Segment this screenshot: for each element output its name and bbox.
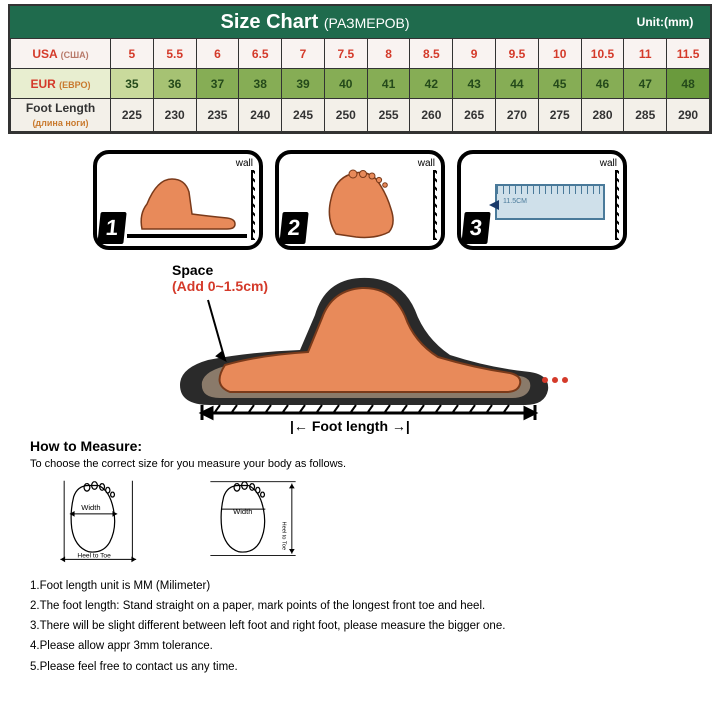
cell: 245 bbox=[282, 99, 325, 132]
cell: 8 bbox=[367, 39, 410, 69]
title-unit: Unit:(mm) bbox=[620, 15, 710, 29]
cell: 42 bbox=[410, 69, 453, 99]
svg-text:Width: Width bbox=[233, 507, 252, 516]
size-chart-table: Size Chart (РАЗМЕРОВ) Unit:(mm) USA (США… bbox=[8, 4, 712, 134]
cell: 225 bbox=[111, 99, 154, 132]
wall-line bbox=[615, 170, 619, 240]
space-label-a: Space bbox=[172, 262, 213, 278]
howto-notes: 1.Foot length unit is MM (Milimeter)2.Th… bbox=[30, 576, 710, 677]
cell: 43 bbox=[453, 69, 496, 99]
foot-outline-width: Width Heel to Toe bbox=[48, 476, 158, 566]
step-number-icon: 2 bbox=[279, 212, 308, 244]
table-row-fl: Foot Length (длина ноги)2252302352402452… bbox=[11, 99, 710, 132]
note-item: 3.There will be slight different between… bbox=[30, 616, 710, 636]
ruler-icon: 11.5CM bbox=[495, 184, 605, 220]
step-number-icon: 3 bbox=[461, 212, 490, 244]
cell: 10.5 bbox=[581, 39, 624, 69]
step-3: 3 wall 11.5CM bbox=[457, 150, 627, 250]
cell: 11.5 bbox=[667, 39, 710, 69]
cell: 38 bbox=[239, 69, 282, 99]
cell: 10 bbox=[538, 39, 581, 69]
wall-label: wall bbox=[600, 158, 617, 169]
cell: 40 bbox=[324, 69, 367, 99]
cell: 41 bbox=[367, 69, 410, 99]
cell: 5.5 bbox=[153, 39, 196, 69]
wall-label: wall bbox=[236, 158, 253, 169]
cell: 255 bbox=[367, 99, 410, 132]
title-sub: (РАЗМЕРОВ) bbox=[324, 15, 410, 31]
cell: 9.5 bbox=[496, 39, 539, 69]
table-title: Size Chart (РАЗМЕРОВ) bbox=[10, 11, 620, 34]
step-1: 1 wall bbox=[93, 150, 263, 250]
cell: 39 bbox=[282, 69, 325, 99]
howto-intro: To choose the correct size for you measu… bbox=[30, 458, 710, 470]
cell: 7.5 bbox=[324, 39, 367, 69]
cell: 9 bbox=[453, 39, 496, 69]
svg-text:Heel to Toe: Heel to Toe bbox=[280, 521, 286, 550]
cell: 11 bbox=[624, 39, 667, 69]
row-label-eur: EUR (ЕВРО) bbox=[11, 69, 111, 99]
wall-line bbox=[251, 170, 255, 240]
step-number-icon: 1 bbox=[97, 212, 126, 244]
note-item: 2.The foot length: Stand straight on a p… bbox=[30, 596, 710, 616]
cell: 265 bbox=[453, 99, 496, 132]
side-foot-icon bbox=[137, 174, 237, 234]
cell: 5 bbox=[111, 39, 154, 69]
cell: 45 bbox=[538, 69, 581, 99]
cell: 275 bbox=[538, 99, 581, 132]
size-table: USA (США)55.566.577.588.599.51010.51111.… bbox=[10, 38, 710, 132]
cell: 240 bbox=[239, 99, 282, 132]
cell: 37 bbox=[196, 69, 239, 99]
space-label-b: (Add 0~1.5cm) bbox=[172, 278, 268, 294]
howto-heading: How to Measure: bbox=[30, 438, 710, 454]
how-to-measure: How to Measure: To choose the correct si… bbox=[30, 438, 710, 677]
cell: 36 bbox=[153, 69, 196, 99]
cell: 260 bbox=[410, 99, 453, 132]
cell: 47 bbox=[624, 69, 667, 99]
cell: 48 bbox=[667, 69, 710, 99]
note-item: 4.Please allow appr 3mm tolerance. bbox=[30, 636, 710, 656]
cell: 270 bbox=[496, 99, 539, 132]
cell: 44 bbox=[496, 69, 539, 99]
cell: 7 bbox=[282, 39, 325, 69]
cell: 285 bbox=[624, 99, 667, 132]
space-label: Space (Add 0~1.5cm) bbox=[172, 262, 268, 294]
table-title-row: Size Chart (РАЗМЕРОВ) Unit:(mm) bbox=[10, 6, 710, 38]
table-row-eur: EUR (ЕВРО)3536373839404142434445464748 bbox=[11, 69, 710, 99]
step-2: 2 wall bbox=[275, 150, 445, 250]
row-label-fl: Foot Length (длина ноги) bbox=[11, 99, 111, 132]
cell: 6 bbox=[196, 39, 239, 69]
foot-length-label: |← Foot length →| bbox=[290, 418, 410, 434]
row-label-usa: USA (США) bbox=[11, 39, 111, 69]
cell: 46 bbox=[581, 69, 624, 99]
cell: 6.5 bbox=[239, 39, 282, 69]
cell: 8.5 bbox=[410, 39, 453, 69]
cell: 250 bbox=[324, 99, 367, 132]
note-item: 1.Foot length unit is MM (Milimeter) bbox=[30, 576, 710, 596]
note-item: 5.Please feel free to contact us any tim… bbox=[30, 657, 710, 677]
svg-text:Width: Width bbox=[81, 503, 100, 512]
top-foot-icon bbox=[321, 164, 421, 239]
svg-text:Heel to Toe: Heel to Toe bbox=[77, 552, 111, 559]
foot-outline-length: Width Heel to Toe bbox=[198, 476, 308, 566]
table-row-usa: USA (США)55.566.577.588.599.51010.51111.… bbox=[11, 39, 710, 69]
measurement-steps: 1 wall 2 wall 3 wall 11.5CM bbox=[0, 150, 720, 250]
cell: 290 bbox=[667, 99, 710, 132]
title-main: Size Chart bbox=[221, 11, 319, 33]
wall-line bbox=[433, 170, 437, 240]
floor-line bbox=[127, 234, 247, 238]
shoe-diagram: Space (Add 0~1.5cm) |← Foot length →| bbox=[0, 260, 720, 430]
cell: 280 bbox=[581, 99, 624, 132]
cell: 235 bbox=[196, 99, 239, 132]
cell: 35 bbox=[111, 69, 154, 99]
feet-outline-diagrams: Width Heel to Toe Width Heel to Toe bbox=[48, 476, 710, 566]
cell: 230 bbox=[153, 99, 196, 132]
